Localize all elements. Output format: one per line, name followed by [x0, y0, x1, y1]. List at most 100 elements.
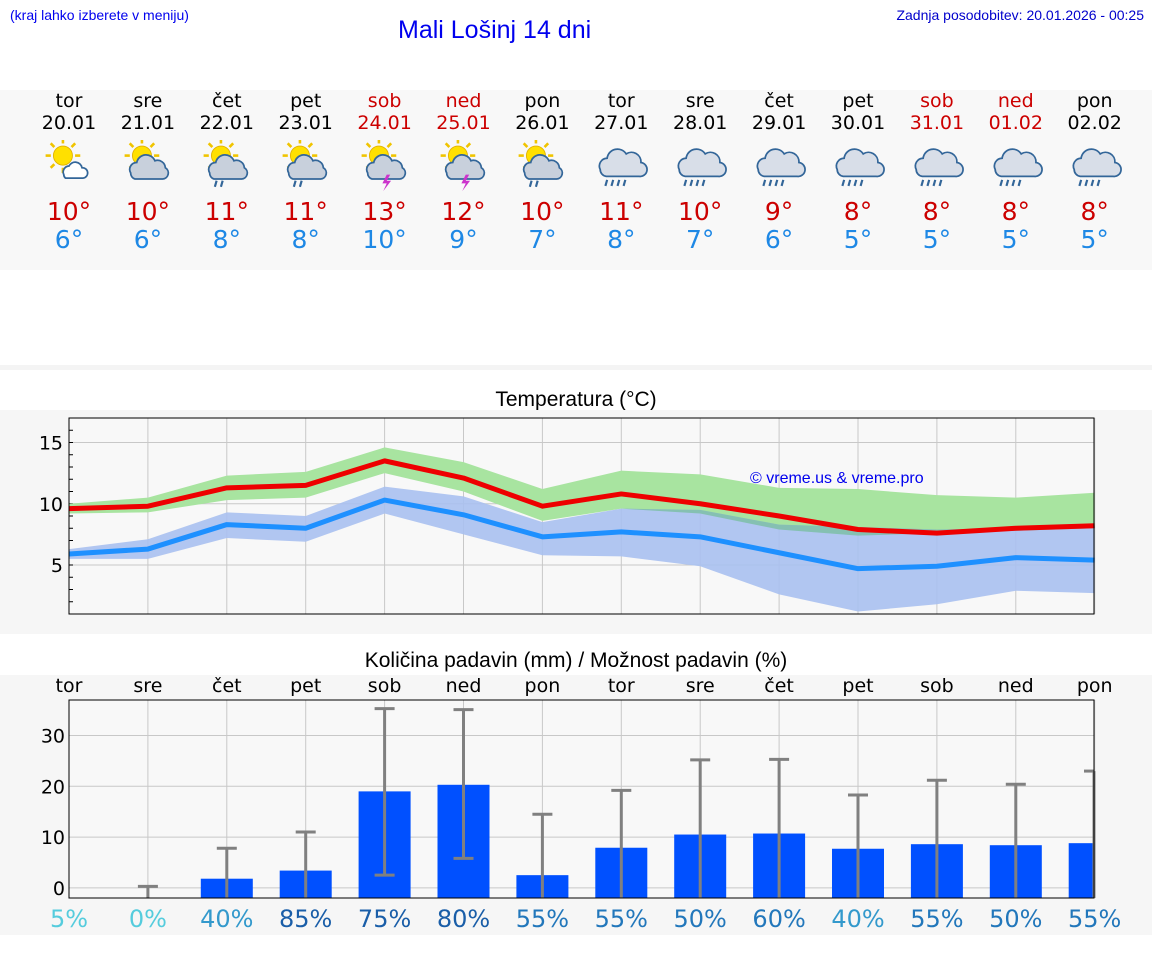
- min-temp: 7°: [685, 225, 715, 254]
- precip-probability: 75%: [358, 905, 411, 933]
- min-temp: 6°: [764, 225, 794, 254]
- precip-probability: 0%: [129, 905, 167, 933]
- day-name: sob: [920, 90, 954, 112]
- day-date: 23.01: [278, 112, 333, 134]
- cloud-rain-icon: [598, 148, 649, 187]
- x-category-label: sob: [368, 675, 402, 697]
- day-name: tor: [55, 90, 83, 112]
- max-temp: 11°: [283, 197, 328, 226]
- day-column: pet 23.01 11° 8°: [266, 90, 346, 254]
- sun-cloud-rain-icon: [518, 140, 564, 188]
- max-temp: 8°: [1080, 197, 1109, 226]
- min-temp: 8°: [607, 225, 636, 254]
- precip-chart: 0 10 20 30 tor sre čet pet sob ned pon tor sre čet pet…: [41, 675, 1122, 933]
- sun-small-cloud-icon: [45, 140, 89, 179]
- max-temp: 8°: [922, 197, 952, 226]
- max-temp: 12°: [441, 197, 486, 226]
- x-category-label: sre: [133, 675, 162, 697]
- y-tick-label: 20: [41, 776, 65, 798]
- max-temp: 8°: [843, 197, 873, 226]
- day-date: 28.01: [672, 112, 728, 134]
- min-temp: 9°: [449, 225, 478, 254]
- temperature-chart: 5 10 15 © vreme.us & vreme.pro: [39, 417, 1096, 615]
- max-temp-line: [68, 458, 1095, 536]
- min-temp: 5°: [1080, 225, 1109, 254]
- plot-frame: [68, 417, 1095, 615]
- min-temp: 6°: [133, 225, 163, 254]
- max-temp: 11°: [599, 197, 644, 226]
- min-temp: 8°: [291, 225, 320, 254]
- day-column: ned 25.01 12° 9°: [424, 90, 504, 254]
- day-date: 20.01: [41, 112, 97, 134]
- precip-probability: 50%: [989, 905, 1042, 933]
- day-date: 26.01: [515, 112, 570, 134]
- x-category-label: čet: [764, 675, 794, 697]
- day-name: pet: [290, 90, 322, 112]
- day-name: čet: [764, 90, 794, 112]
- day-date: 30.01: [830, 112, 886, 134]
- day-name: sob: [367, 90, 402, 112]
- day-column: sob 31.01 8° 5°: [897, 90, 977, 254]
- max-temp-band: [69, 447, 1095, 536]
- day-column: sre 28.01 10° 7°: [660, 90, 740, 254]
- cloud-rain-icon: [835, 148, 885, 187]
- day-name: tor: [607, 90, 635, 112]
- max-temp: 10°: [520, 197, 565, 226]
- y-tick-label: 15: [39, 433, 63, 455]
- separator: [0, 365, 1152, 370]
- x-category-label: ned: [998, 675, 1034, 697]
- min-temp-band: [69, 486, 1095, 612]
- sun-cloud-rain-icon: [203, 140, 248, 188]
- day-name: ned: [445, 90, 482, 112]
- y-tick-label: 5: [51, 555, 63, 577]
- cloud-rain-icon: [1072, 148, 1122, 187]
- min-temp: 7°: [528, 225, 557, 254]
- precip-probability: 5%: [50, 905, 88, 933]
- precip-probability: 60%: [752, 905, 805, 933]
- day-date: 24.01: [357, 112, 412, 134]
- x-category-label: pon: [1077, 675, 1113, 697]
- precip-chart-title: Količina padavin (mm) / Možnost padavin …: [364, 649, 788, 672]
- x-category-label: ned: [446, 675, 482, 697]
- day-name: sre: [133, 90, 163, 112]
- day-column: sre 21.01 10° 6°: [108, 90, 188, 254]
- sun-cloud-icon: [124, 140, 170, 180]
- max-temp: 10°: [46, 197, 92, 226]
- day-name: pon: [524, 90, 561, 112]
- day-date: 21.01: [120, 112, 176, 134]
- y-tick-label: 0: [53, 878, 65, 900]
- day-date: 22.01: [199, 112, 254, 134]
- x-category-label: sob: [920, 675, 954, 697]
- min-temp: 8°: [212, 225, 241, 254]
- precip-probability: 50%: [674, 905, 727, 933]
- precip-probability: 40%: [831, 905, 884, 933]
- max-temp: 10°: [125, 197, 171, 226]
- max-temp: 13°: [362, 197, 407, 226]
- day-name: ned: [997, 90, 1034, 112]
- day-column: tor 20.01 10° 6°: [29, 90, 109, 254]
- precip-probability: 55%: [516, 905, 569, 933]
- sun-cloud-thunder-icon: [361, 140, 406, 192]
- cloud-rain-icon: [677, 148, 728, 187]
- day-date: 02.02: [1067, 112, 1122, 134]
- forecast-strip: [0, 90, 1152, 270]
- day-date: 01.02: [988, 112, 1043, 134]
- temperature-chart-title: Temperatura (°C): [495, 388, 657, 411]
- plot-frame: [68, 699, 1095, 899]
- max-temp: 8°: [1001, 197, 1030, 226]
- day-date: 29.01: [751, 112, 807, 134]
- day-name: sre: [685, 90, 715, 112]
- precip-probability: 80%: [437, 905, 490, 933]
- day-column: pon 02.02 8° 5°: [1055, 90, 1135, 254]
- max-temp: 11°: [204, 197, 249, 226]
- min-temp-line: [68, 497, 1095, 572]
- day-date: 31.01: [909, 112, 965, 134]
- precip-probability: 55%: [910, 905, 963, 933]
- day-column: čet 29.01 9° 6°: [739, 90, 819, 254]
- watermark: © vreme.us & vreme.pro: [750, 470, 924, 487]
- x-category-label: čet: [212, 675, 242, 697]
- day-name: pet: [842, 90, 874, 112]
- precip-probability: 55%: [595, 905, 648, 933]
- min-temp: 5°: [1001, 225, 1030, 254]
- day-column: tor 27.01 11° 8°: [581, 90, 661, 254]
